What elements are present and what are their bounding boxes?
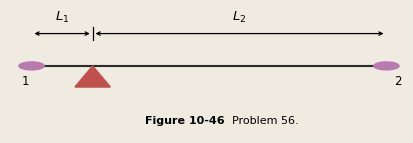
Polygon shape <box>75 66 110 87</box>
Circle shape <box>373 62 398 70</box>
Text: Figure 10-46: Figure 10-46 <box>145 116 224 126</box>
Text: Problem 56.: Problem 56. <box>224 116 298 126</box>
Circle shape <box>19 62 44 70</box>
Text: 1: 1 <box>22 75 29 88</box>
Text: 2: 2 <box>393 75 401 88</box>
Text: $L_1$: $L_1$ <box>55 10 69 25</box>
Text: $L_2$: $L_2$ <box>232 10 246 25</box>
